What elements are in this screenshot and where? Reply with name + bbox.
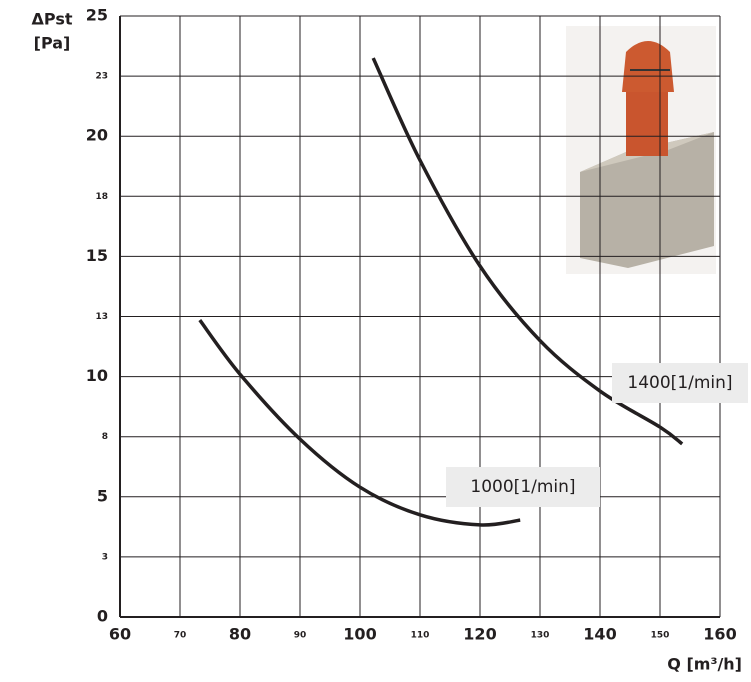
x-tick-label: 100	[343, 625, 376, 644]
y-tick-label: 23	[95, 72, 108, 82]
y-tick-label: 25	[86, 6, 108, 25]
x-tick-label: 60	[109, 625, 131, 644]
product-photo	[566, 26, 716, 274]
chart: ΔPst [Pa] Q [m³/h] 0 3 5 8 10 13 15 18 20 23 25 60 7…	[0, 0, 751, 682]
y-tick-label: 15	[86, 246, 108, 265]
x-tick-label: 70	[174, 631, 187, 641]
series-label: 1000[1/min]	[470, 477, 575, 497]
x-tick-label: 120	[463, 625, 496, 644]
fan-head	[622, 41, 674, 92]
fan-body	[626, 90, 668, 156]
y-axis-title: ΔPst	[32, 10, 73, 29]
y-tick-label: 5	[97, 486, 108, 505]
y-axis-title: [Pa]	[34, 34, 71, 53]
x-tick-label: 80	[229, 625, 251, 644]
x-axis-title: Q [m³/h]	[667, 655, 742, 674]
x-tick-label: 90	[294, 631, 307, 641]
x-tick-label: 160	[703, 625, 736, 644]
y-tick-label: 20	[86, 126, 108, 145]
series-label: 1400[1/min]	[627, 373, 732, 393]
x-tick-label: 130	[531, 631, 550, 641]
x-tick-label: 110	[411, 631, 430, 641]
x-tick-label: 150	[651, 631, 670, 641]
y-tick-label: 3	[102, 552, 108, 562]
y-tick-label: 18	[95, 192, 108, 202]
x-tick-label: 140	[583, 625, 616, 644]
y-tick-label: 0	[97, 607, 108, 626]
y-tick-label: 13	[95, 312, 108, 322]
y-tick-label: 10	[86, 366, 108, 385]
y-tick-label: 8	[102, 432, 108, 442]
